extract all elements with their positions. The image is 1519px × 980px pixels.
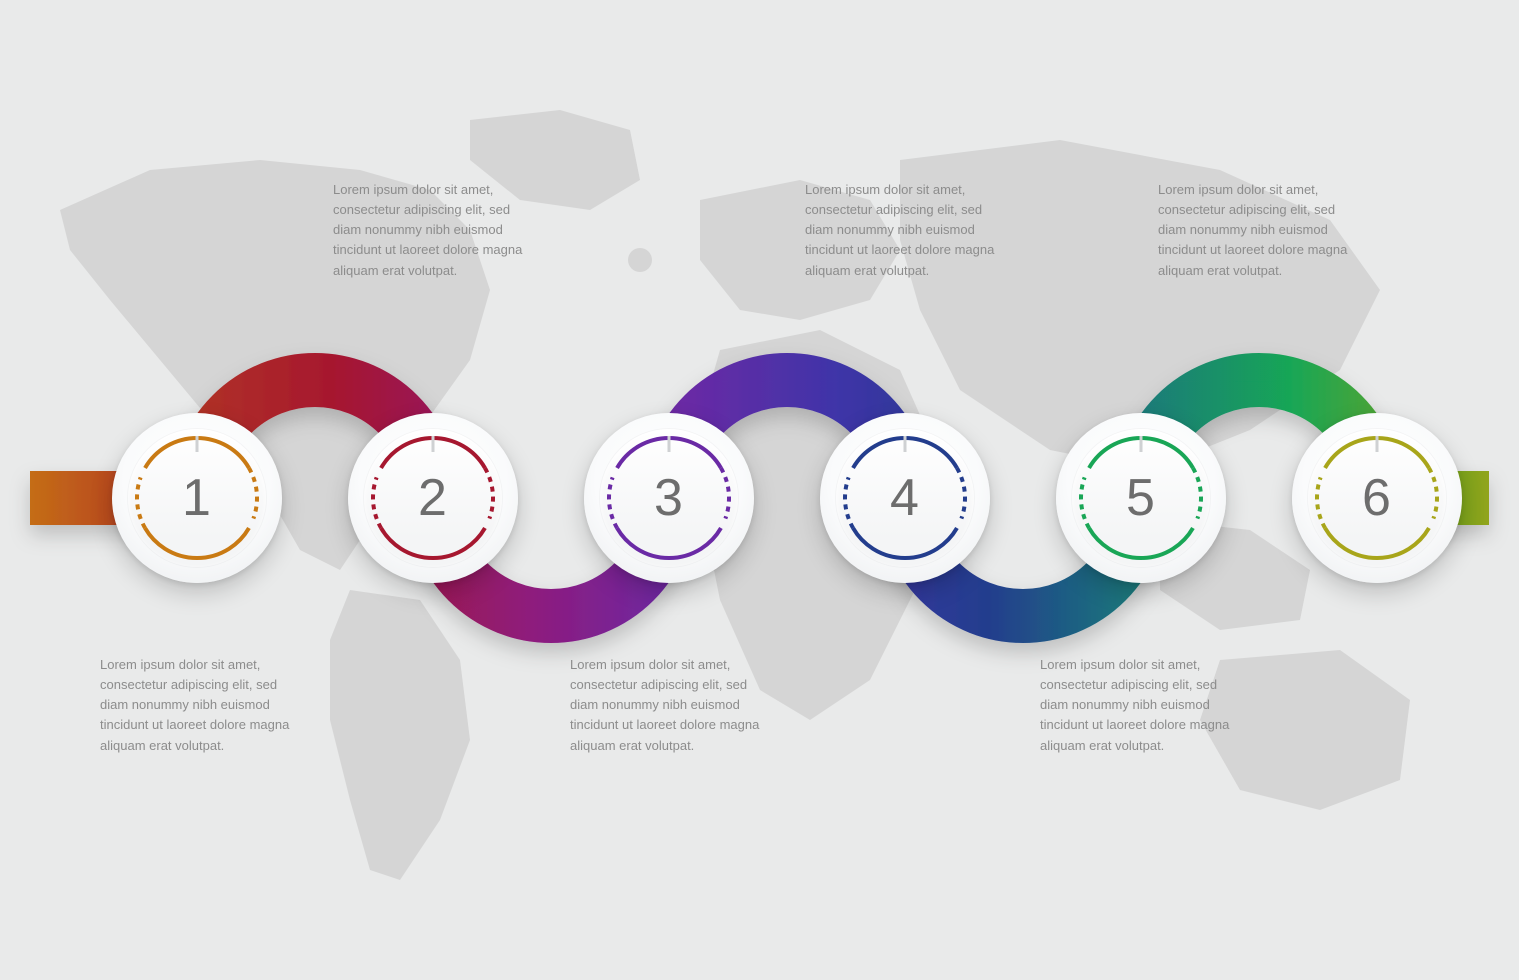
step-text-5: Lorem ipsum dolor sit amet, consectetur …: [1040, 655, 1240, 756]
step-circle-6: 6: [1292, 413, 1462, 583]
step-text-1: Lorem ipsum dolor sit amet, consectetur …: [100, 655, 300, 756]
step-circle-5: 5: [1056, 413, 1226, 583]
step-text-4: Lorem ipsum dolor sit amet, consectetur …: [805, 180, 1005, 281]
step-number: 5: [1126, 468, 1156, 528]
step-number: 2: [418, 468, 448, 528]
step-text-2: Lorem ipsum dolor sit amet, consectetur …: [333, 180, 533, 281]
infographic-stage: 1 2 3 4 5 6 Lorem ipsum dolor sit amet, …: [0, 0, 1519, 980]
step-circle-4: 4: [820, 413, 990, 583]
step-text-6: Lorem ipsum dolor sit amet, consectetur …: [1158, 180, 1358, 281]
step-text-3: Lorem ipsum dolor sit amet, consectetur …: [570, 655, 770, 756]
step-number: 6: [1362, 468, 1392, 528]
step-number: 1: [182, 468, 212, 528]
step-circle-1: 1: [112, 413, 282, 583]
step-number: 4: [890, 468, 920, 528]
step-number: 3: [654, 468, 684, 528]
step-circle-3: 3: [584, 413, 754, 583]
step-circle-2: 2: [348, 413, 518, 583]
